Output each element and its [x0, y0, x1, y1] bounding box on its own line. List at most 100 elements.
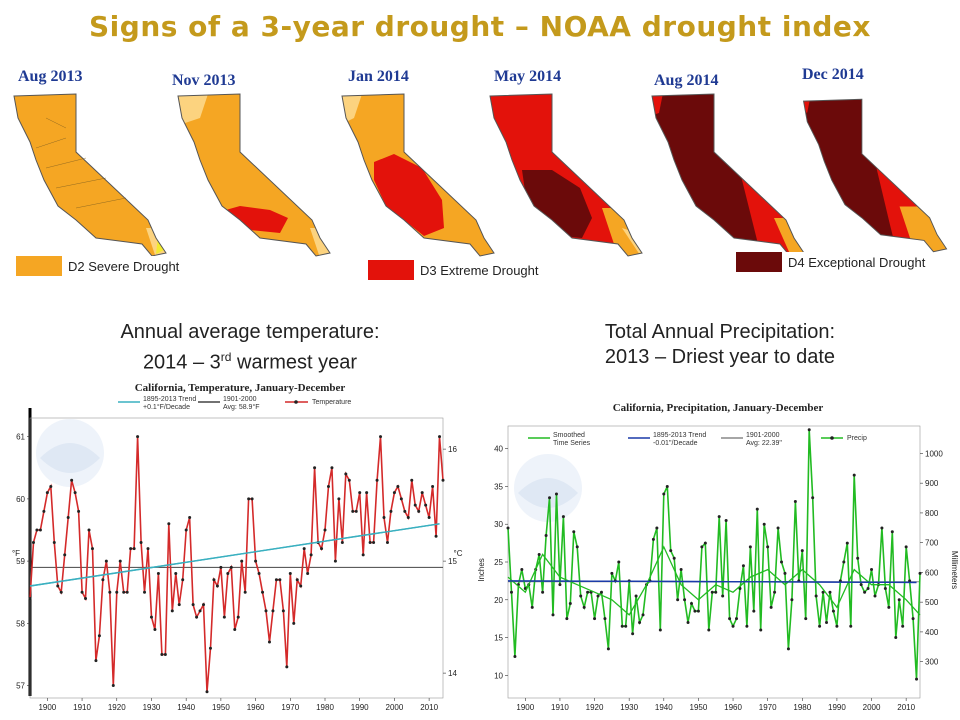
- temp-xtick-label: 1910: [73, 703, 91, 712]
- temp-data-point: [313, 466, 317, 470]
- temp-xtick-label: 1960: [247, 703, 265, 712]
- temp-data-point: [326, 484, 330, 488]
- precip-y2tick-label: 400: [925, 628, 939, 637]
- temp-data-point: [375, 478, 379, 482]
- precip-data-point: [835, 624, 839, 628]
- precip-data-point: [776, 526, 780, 530]
- precip-data-point: [617, 560, 621, 564]
- temp-data-point: [42, 509, 46, 513]
- drought-map-dec-2014: [802, 98, 948, 253]
- temp-data-point: [385, 540, 389, 544]
- temp-data-point: [302, 547, 306, 551]
- precip-data-point: [724, 518, 728, 522]
- temp-data-point: [38, 528, 42, 532]
- precip-data-point: [786, 647, 790, 651]
- legend-d4-label: D4 Exceptional Drought: [788, 254, 926, 270]
- temp-y2tick-label: 16: [448, 445, 457, 454]
- precip-data-point: [575, 545, 579, 549]
- precip-data-point: [828, 590, 832, 594]
- temp-data-point: [156, 572, 160, 576]
- temp-data-point: [63, 553, 67, 557]
- temp-data-point: [278, 578, 282, 582]
- temp-data-point: [323, 528, 327, 532]
- precip-data-point: [620, 624, 624, 628]
- temp-data-point: [243, 590, 247, 594]
- drought-map-aug-2014: [651, 93, 805, 257]
- precip-legend-series: Precip: [847, 435, 867, 442]
- precip-data-point: [908, 579, 912, 583]
- temp-ytick-label: 60: [16, 495, 25, 504]
- precip-xtick-label: 1990: [828, 703, 846, 712]
- precip-xtick-label: 1960: [724, 703, 742, 712]
- precip-xtick-label: 2000: [863, 703, 881, 712]
- temp-data-point: [281, 609, 285, 613]
- precip-data-point: [831, 609, 835, 613]
- temp-xtick-label: 1990: [351, 703, 369, 712]
- precip-data-point: [883, 586, 887, 590]
- temp-data-point: [399, 497, 403, 501]
- temp-data-point: [28, 596, 32, 600]
- precip-caption-line2: 2013 – Driest year to date: [604, 346, 836, 368]
- temp-data-point: [340, 540, 344, 544]
- temp-data-point: [261, 590, 265, 594]
- precip-xtick-label: 1970: [759, 703, 777, 712]
- temp-ytick-label: 57: [16, 682, 25, 691]
- precip-ytick-label: 20: [494, 596, 503, 605]
- precip-legend-smooth-sub: Time Series: [553, 440, 591, 447]
- temp-caption-line1: Annual average temperature:: [120, 321, 380, 343]
- temp-data-point: [73, 491, 77, 495]
- precip-xtick-label: 1940: [655, 703, 673, 712]
- precip-y2tick-label: 600: [925, 568, 939, 577]
- precip-data-point: [863, 590, 867, 594]
- temp-data-point: [267, 640, 271, 644]
- precip-data-point: [755, 507, 759, 511]
- precip-data-point: [544, 534, 548, 538]
- temp-data-point: [417, 509, 421, 513]
- legend-d3-swatch: [368, 260, 414, 280]
- drought-map-nov-2013: [177, 93, 331, 257]
- temp-data-point: [149, 615, 153, 619]
- temp-data-point: [295, 578, 299, 582]
- precip-data-point: [873, 594, 877, 598]
- temp-y2label: °C: [454, 549, 463, 558]
- legend-d4-swatch: [736, 252, 782, 272]
- temp-data-point: [288, 572, 292, 576]
- precip-data-point: [554, 492, 558, 496]
- temp-data-point: [45, 491, 49, 495]
- precip-data-point: [610, 571, 614, 575]
- temp-data-point: [52, 540, 56, 544]
- precip-data-point: [665, 484, 669, 488]
- precip-data-point: [721, 594, 725, 598]
- precip-data-point: [551, 613, 555, 617]
- temp-data-point: [177, 603, 181, 607]
- precip-data-point: [793, 500, 797, 504]
- precip-data-point: [842, 560, 846, 564]
- precip-data-point: [741, 564, 745, 568]
- temp-xtick-label: 1980: [316, 703, 334, 712]
- precip-data-point: [804, 617, 808, 621]
- temp-xtick-label: 1970: [281, 703, 299, 712]
- temp-data-point: [136, 435, 140, 439]
- precip-data-point: [658, 628, 662, 632]
- precip-ytick-label: 10: [494, 671, 503, 680]
- legend-d3: D3 Extreme Drought: [368, 260, 539, 280]
- precip-data-point: [669, 549, 673, 553]
- drought-map-may-2014: [489, 93, 643, 257]
- precip-data-point: [700, 545, 704, 549]
- precip-ytick-label: 35: [494, 482, 503, 491]
- precip-data-point: [773, 590, 777, 594]
- temp-data-point: [292, 621, 296, 625]
- precip-data-point: [825, 620, 829, 624]
- precip-data-point: [717, 515, 721, 519]
- temp-xtick-label: 2010: [420, 703, 438, 712]
- precip-data-point: [856, 556, 860, 560]
- temp-data-point: [354, 509, 358, 513]
- precip-data-point: [683, 598, 687, 602]
- precip-data-point: [593, 617, 597, 621]
- precip-data-point: [655, 526, 659, 530]
- precip-data-point: [738, 586, 742, 590]
- temp-data-point: [139, 540, 143, 544]
- precip-data-point: [766, 545, 770, 549]
- temp-data-point: [208, 646, 212, 650]
- precip-data-point: [558, 583, 562, 587]
